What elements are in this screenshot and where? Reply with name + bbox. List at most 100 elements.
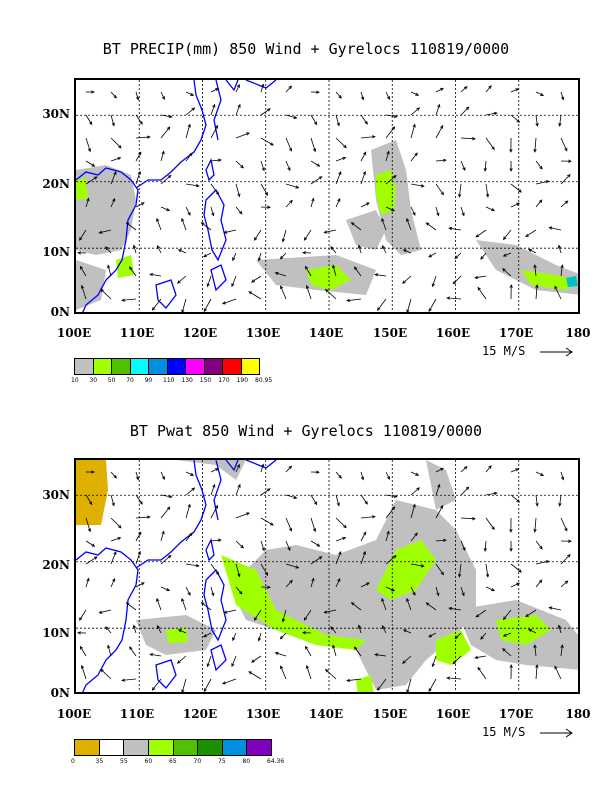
panel1-title: BT PRECIP(mm) 850 Wind + Gyrelocs 110819…: [102, 40, 510, 58]
wind-arrow-icon: [232, 252, 237, 261]
wind-arrow-icon: [270, 142, 274, 146]
wind-arrow-icon: [80, 646, 87, 657]
wind-arrow-icon: [305, 265, 309, 270]
wind-arrow-icon: [231, 663, 235, 668]
wind-arrow-icon: [135, 202, 145, 208]
wind-arrow-icon: [210, 586, 214, 596]
wind-arrow-icon: [410, 504, 416, 519]
wind-arrow-icon: [160, 506, 171, 519]
wind-arrow-icon: [332, 644, 336, 649]
wind-arrow-icon: [377, 687, 381, 691]
wind-arrow-icon: [330, 626, 334, 630]
shaded-region: [116, 255, 134, 278]
wind-arrow-icon: [558, 122, 562, 127]
wind-arrow-icon: [310, 176, 322, 185]
wind-arrow-icon: [346, 298, 351, 303]
wind-arrow-icon: [332, 645, 337, 657]
wind-arrow-icon: [502, 253, 507, 257]
panel2-xlabel: 130E: [245, 707, 281, 721]
wind-arrow-icon: [568, 159, 572, 163]
wind-arrow-icon: [535, 285, 538, 300]
colorbar-swatch: [112, 359, 131, 374]
wind-arrow-icon: [181, 598, 187, 611]
wind-arrow-icon: [285, 494, 297, 499]
wind-arrow-icon: [560, 137, 568, 151]
wind-arrow-icon: [135, 532, 142, 542]
wind-arrow-icon: [235, 540, 244, 549]
wind-arrow-icon: [414, 532, 418, 537]
wind-arrow-icon: [447, 297, 462, 300]
wind-arrow-icon: [393, 494, 398, 499]
wind-arrow-icon: [446, 296, 450, 300]
wind-arrow-icon: [129, 646, 137, 657]
wind-arrow-icon: [406, 678, 412, 692]
colorbar-label: 64.36: [267, 758, 285, 765]
wind-arrow-icon: [253, 617, 258, 621]
wind-arrow-icon: [525, 613, 529, 618]
wind-arrow-icon: [435, 505, 444, 519]
wind-arrow-icon: [133, 245, 137, 254]
wind-arrow-icon: [207, 275, 212, 287]
wind-arrow-icon: [113, 171, 117, 175]
wind-arrow-icon: [151, 307, 156, 311]
panel2-xlabel: 180: [565, 707, 591, 721]
wind-arrow-icon: [548, 606, 553, 610]
shaded-region: [221, 555, 366, 650]
wind-arrow-icon: [166, 208, 171, 212]
wind-arrow-icon: [435, 586, 439, 596]
wind-arrow-icon: [310, 198, 315, 208]
wind-arrow-icon: [306, 285, 312, 300]
wind-arrow-icon: [210, 104, 215, 116]
wind-arrow-icon: [135, 494, 143, 505]
wind-arrow-icon: [435, 206, 439, 216]
wind-arrow-icon: [350, 222, 355, 226]
wind-arrow-icon: [360, 96, 365, 101]
panel2-xlabel: 100E: [56, 707, 92, 721]
wind-arrow-icon: [246, 512, 250, 516]
colorbar-swatch: [75, 740, 100, 755]
wind-arrow-icon: [156, 597, 160, 602]
wind-arrow-icon: [107, 645, 112, 657]
wind-arrow-icon: [110, 157, 121, 162]
wind-arrow-icon: [85, 540, 95, 547]
wind-arrow-icon: [360, 551, 366, 565]
colorbar-swatch: [173, 740, 199, 755]
shaded-region: [176, 460, 246, 480]
wind-arrow-icon: [152, 298, 162, 311]
wind-arrow-icon: [360, 582, 370, 588]
wind-arrow-icon: [287, 547, 291, 552]
wind-arrow-icon: [485, 137, 495, 150]
wind-arrow-icon: [525, 233, 529, 238]
colorbar-label: 190: [236, 377, 249, 384]
colorbar-label: 60: [144, 758, 153, 765]
wind-arrow-icon: [410, 183, 424, 187]
shaded-region: [166, 628, 188, 643]
wind-arrow-icon: [403, 249, 412, 254]
wind-arrow-icon: [253, 237, 258, 241]
wind-arrow-icon: [133, 625, 137, 634]
wind-arrow-icon: [135, 171, 141, 185]
wind-arrow-icon: [210, 505, 218, 519]
wind-arrow-icon: [224, 229, 237, 234]
wind-arrow-icon: [503, 229, 512, 240]
panel1-xlabel: 140E: [308, 326, 344, 340]
wind-arrow-icon: [381, 625, 385, 629]
wind-arrow-icon: [260, 108, 271, 116]
wind-arrow-icon: [203, 688, 207, 692]
wind-arrow-icon: [185, 471, 194, 476]
wind-arrow-icon: [160, 151, 165, 162]
colorbar-label: 90: [144, 377, 153, 384]
colorbar-swatch: [93, 359, 112, 374]
wind-arrow-icon: [353, 266, 358, 271]
wind-arrow-icon: [347, 298, 362, 302]
wind-arrow-icon: [391, 506, 396, 510]
colorbar-swatch: [167, 359, 186, 374]
wind-arrow-icon: [135, 582, 145, 588]
shaded-region: [371, 140, 421, 255]
wind-arrow-icon: [248, 291, 253, 295]
wind-arrow-icon: [303, 617, 308, 621]
wind-arrow-icon: [152, 678, 162, 691]
wind-arrow-icon: [452, 660, 457, 665]
wind-arrow-icon: [132, 244, 137, 249]
wind-arrow-icon: [310, 517, 316, 532]
